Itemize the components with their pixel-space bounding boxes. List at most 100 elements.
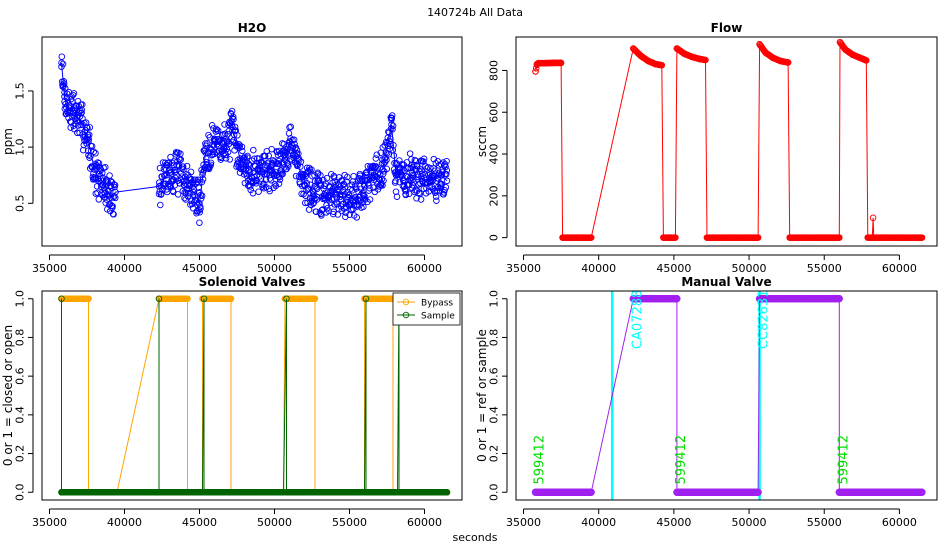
- h2o-x-tick-label: 55000: [332, 262, 367, 275]
- h2o-data-point: [390, 142, 397, 149]
- manual-x-tick-label: 60000: [882, 516, 917, 529]
- h2o-data-point: [187, 168, 195, 176]
- flow-data-point: [756, 41, 763, 48]
- h2o-data-point: [220, 143, 227, 151]
- h2o-data-point: [332, 192, 340, 199]
- h2o-data-point: [94, 159, 102, 166]
- h2o-data-point: [112, 188, 119, 196]
- h2o-data-point: [234, 132, 241, 139]
- h2o-data-point: [427, 177, 434, 185]
- h2o-data-point: [157, 201, 164, 209]
- flow-data-point: [896, 234, 903, 241]
- h2o-data-point: [400, 177, 407, 185]
- solenoid-title: Solenoid Valves: [199, 275, 306, 289]
- h2o-data-point: [389, 122, 397, 130]
- h2o-data-point: [250, 146, 257, 154]
- h2o-data-point: [333, 194, 341, 202]
- solenoid-plot-area: [58, 295, 451, 496]
- flow-data-point: [542, 59, 550, 67]
- h2o-data-point: [191, 192, 199, 199]
- flow-x-tick-label: 60000: [882, 262, 917, 275]
- h2o-data-point: [271, 181, 279, 188]
- h2o-data-point: [188, 200, 196, 208]
- h2o-data-point: [208, 122, 216, 129]
- solenoid-x-tick-label: 50000: [257, 516, 292, 529]
- manual-annotation: 599412: [533, 435, 548, 485]
- flow-y-tick-label: 200: [488, 185, 501, 206]
- flow-data-point: [777, 57, 784, 65]
- h2o-data-point: [376, 183, 383, 190]
- h2o-data-point: [265, 152, 272, 160]
- flow-data-point: [762, 49, 769, 56]
- manual-x-tick-label: 35000: [506, 516, 541, 529]
- h2o-data-point: [95, 160, 103, 167]
- h2o-data-point: [390, 152, 398, 159]
- flow-data-point: [784, 59, 792, 66]
- h2o-data-point: [386, 145, 394, 153]
- solenoid-y-tick-label: 0.6: [14, 367, 27, 385]
- h2o-data-point: [432, 193, 440, 200]
- solenoid-legend-label: Sample: [421, 312, 455, 322]
- h2o-data-point: [86, 124, 94, 131]
- flow-ylabel: sccm: [475, 126, 489, 157]
- h2o-data-point: [343, 178, 350, 185]
- h2o-data-point: [372, 163, 380, 170]
- manual-y-tick-label: 0.2: [488, 445, 501, 463]
- h2o-data-point: [307, 181, 314, 188]
- manual-data-point: [918, 488, 926, 496]
- solenoid-data-point: [227, 489, 235, 496]
- solenoid-data-point: [184, 295, 191, 302]
- manual-annotation: 599412: [836, 435, 851, 485]
- solenoid-data-point: [155, 295, 163, 302]
- solenoid-data-point: [200, 295, 208, 302]
- h2o-data-point: [102, 163, 109, 171]
- flow-data-point: [869, 214, 877, 222]
- h2o-data-point: [325, 207, 332, 215]
- flow-x-tick-label: 45000: [656, 262, 691, 275]
- h2o-data-point: [443, 157, 450, 165]
- manual-plot-frame: [515, 290, 938, 501]
- h2o-data-point: [275, 160, 283, 168]
- solenoid-data-point: [58, 489, 65, 496]
- flow-data-point: [696, 55, 703, 63]
- solenoid-data-point: [362, 295, 370, 302]
- flow-data-point: [645, 57, 652, 65]
- h2o-data-point: [224, 130, 232, 138]
- h2o-data-point: [433, 197, 440, 204]
- h2o-data-point: [423, 165, 431, 172]
- flow-x-tick-label: 40000: [581, 262, 616, 275]
- flow-data-point: [730, 234, 738, 241]
- flow-data-point: [580, 234, 587, 241]
- h2o-data-point: [266, 187, 273, 195]
- solenoid-y-tick-label: 0.0: [14, 484, 27, 502]
- h2o-data-point: [406, 150, 414, 157]
- h2o-data-point: [260, 180, 268, 188]
- h2o-y-tick-label: 0.5: [14, 195, 27, 213]
- h2o-data-point: [101, 183, 109, 190]
- flow-data-point: [870, 234, 878, 241]
- solenoid-series-line-0: [61, 298, 447, 493]
- solenoid-legend-marker: [402, 311, 410, 319]
- solenoid-y-tick-label: 1.0: [14, 290, 27, 308]
- h2o-data-point: [393, 193, 401, 200]
- h2o-data-point: [420, 155, 428, 163]
- manual-data-point: [587, 488, 595, 496]
- flow-data-point: [637, 52, 645, 60]
- h2o-data-point: [224, 148, 232, 156]
- flow-y-tick-label: 600: [488, 102, 501, 123]
- h2o-data-point: [388, 115, 396, 122]
- h2o-data-point: [111, 193, 118, 200]
- manual-x-tick-label: 40000: [581, 516, 616, 529]
- h2o-data-point: [71, 110, 79, 117]
- h2o-data-point: [185, 185, 193, 193]
- flow-data-point: [572, 234, 580, 241]
- manual-data-point: [531, 488, 540, 496]
- h2o-data-point: [366, 196, 374, 203]
- h2o-data-point: [180, 166, 187, 173]
- h2o-data-point: [251, 155, 258, 162]
- manual-y-tick-label: 0.0: [488, 484, 501, 502]
- panels: H2O 35000 40000 45000 50000 55000 60000 0.5 1.0 1…: [1, 21, 938, 529]
- h2o-data-point: [177, 176, 185, 184]
- h2o-data-point: [360, 203, 367, 211]
- h2o-data-point: [341, 191, 349, 198]
